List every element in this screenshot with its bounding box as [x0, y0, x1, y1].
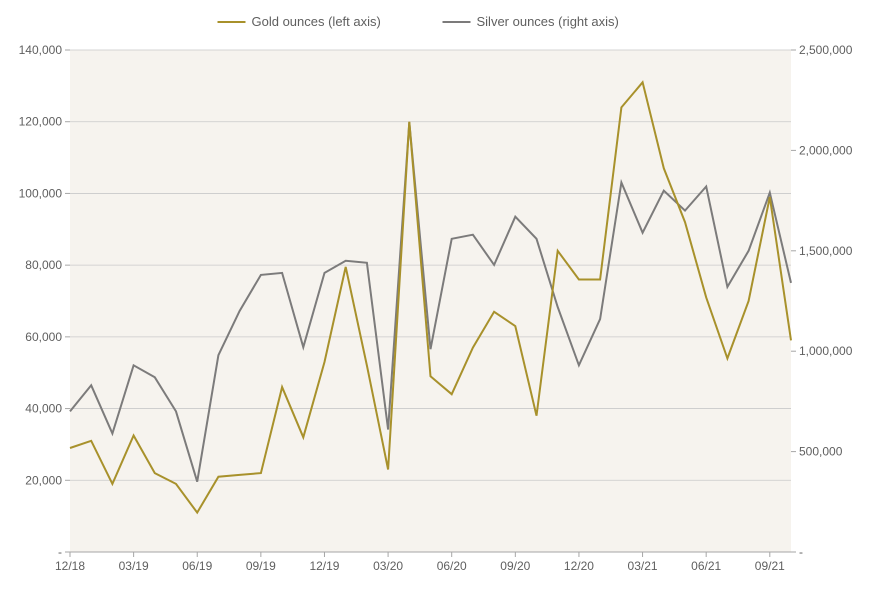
x-tick-label: 03/21 [628, 559, 658, 573]
legend-label: Silver ounces (right axis) [477, 14, 619, 29]
x-tick-label: 12/20 [564, 559, 594, 573]
x-tick-label: 03/20 [373, 559, 403, 573]
y-left-tick-label: 140,000 [19, 43, 63, 57]
x-tick-label: 03/19 [119, 559, 149, 573]
x-tick-label: 09/21 [755, 559, 785, 573]
chart-container: - 20,000 40,000 60,000 80,000 100,000 12… [0, 0, 876, 592]
x-tick-label: 12/19 [309, 559, 339, 573]
y-right-tick-label: 2,500,000 [799, 43, 853, 57]
y-left-tick-label: - [58, 545, 62, 559]
x-tick-label: 12/18 [55, 559, 85, 573]
y-right-tick-label: 1,000,000 [799, 344, 853, 358]
x-tick-label: 06/21 [691, 559, 721, 573]
legend-label: Gold ounces (left axis) [252, 14, 381, 29]
y-right-tick-label: 1,500,000 [799, 244, 853, 258]
x-tick-label: 06/19 [182, 559, 212, 573]
y-left-tick-label: 120,000 [19, 115, 63, 129]
y-left-tick-label: 100,000 [19, 186, 63, 200]
y-left-tick-label: 80,000 [25, 258, 62, 272]
x-tick-label: 09/20 [500, 559, 530, 573]
y-right-tick-label: - [799, 545, 803, 559]
x-tick-label: 06/20 [437, 559, 467, 573]
y-left-tick-label: 20,000 [25, 473, 62, 487]
dual-axis-line-chart: - 20,000 40,000 60,000 80,000 100,000 12… [0, 0, 876, 592]
y-right-tick-label: 2,000,000 [799, 143, 853, 157]
y-left-tick-label: 40,000 [25, 402, 62, 416]
plot-area [70, 50, 791, 552]
y-left-tick-label: 60,000 [25, 330, 62, 344]
x-tick-label: 09/19 [246, 559, 276, 573]
y-right-tick-label: 500,000 [799, 445, 843, 459]
